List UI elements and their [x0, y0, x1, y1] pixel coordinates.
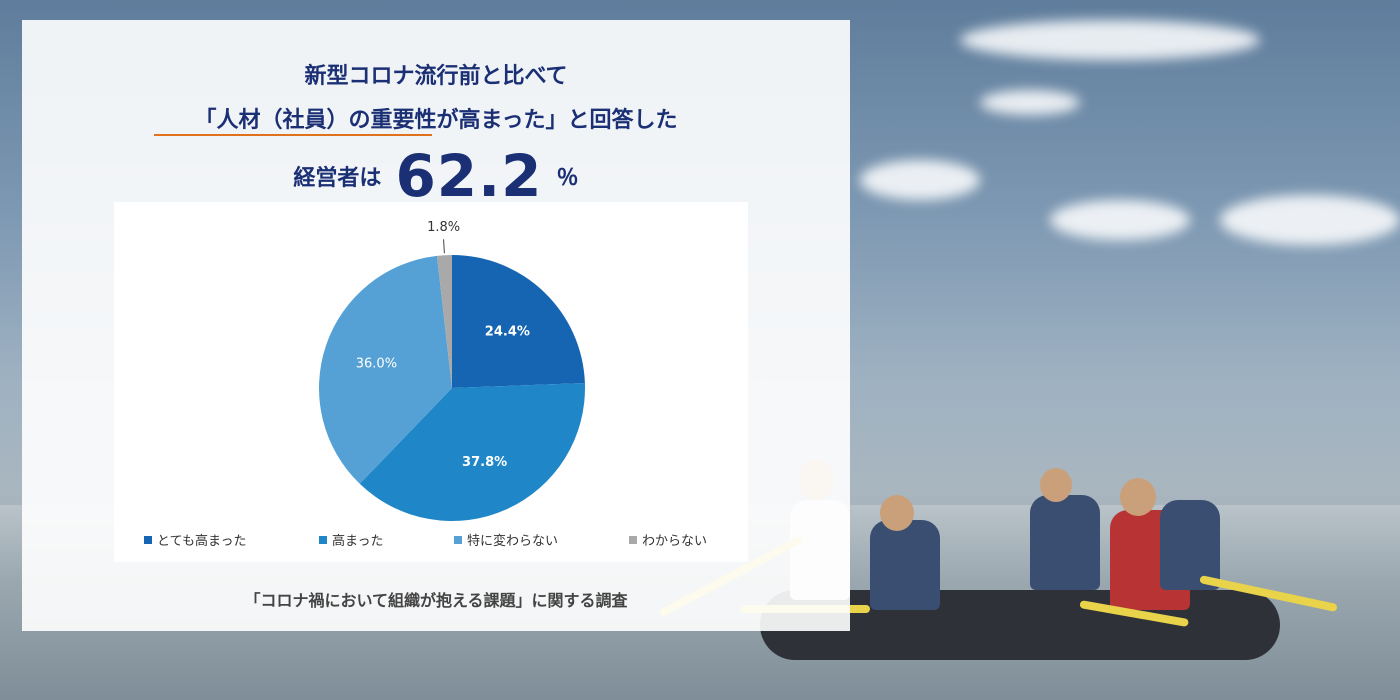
- legend-swatch: [629, 535, 637, 544]
- pie-slice-1: [359, 382, 585, 521]
- cloud: [980, 90, 1080, 115]
- legend-item-2: 特に変わらない: [454, 530, 558, 549]
- survey-caption: 「コロナ禍において組織が抱える課題」に関する調査: [244, 591, 628, 610]
- slice-label-0: 24.4%: [485, 325, 530, 340]
- slice-leader-line-3: [443, 239, 445, 254]
- legend-item-0: とても高まった: [144, 530, 246, 549]
- legend-item-3: わからない: [629, 530, 707, 549]
- legend-swatch: [319, 535, 327, 544]
- pie-chart: 24.4% 37.8% 36.0% 1.8% とても高まった 高まった 特に変わらない わか…: [114, 202, 748, 562]
- slice-label-1: 37.8%: [462, 455, 507, 470]
- chart-legend: とても高まった 高まった 特に変わらない わからない: [114, 530, 748, 552]
- headline-lead: 経営者は: [293, 166, 382, 191]
- rower-head: [1040, 468, 1072, 502]
- legend-swatch: [454, 535, 462, 544]
- headline-underline: [154, 134, 432, 136]
- legend-swatch: [144, 535, 152, 544]
- legend-item-1: 高まった: [319, 530, 383, 549]
- headline-unit: ％: [556, 166, 579, 191]
- cloud: [1220, 195, 1400, 245]
- cloud: [860, 160, 980, 200]
- rower: [1160, 500, 1220, 590]
- slice-label-3: 1.8%: [427, 220, 460, 235]
- cloud: [960, 20, 1260, 60]
- headline-line-2: 「人材（社員）の重要性が高まった」と回答した: [194, 108, 678, 133]
- cloud: [1050, 200, 1190, 240]
- rower: [870, 520, 940, 610]
- legend-label: 特に変わらない: [467, 534, 559, 549]
- pie-svg: 24.4% 37.8% 36.0% 1.8%: [319, 220, 585, 521]
- rower: [1030, 495, 1100, 590]
- rower-head: [880, 495, 914, 531]
- legend-label: とても高まった: [157, 534, 247, 549]
- headline-big-value: 62.2: [395, 142, 543, 210]
- legend-label: 高まった: [332, 534, 384, 549]
- legend-label: わからない: [642, 534, 708, 549]
- slice-label-2: 36.0%: [356, 356, 397, 371]
- headline-line-3: 経営者は 62.2 ％: [22, 142, 850, 210]
- pie-slice-3: [436, 255, 452, 388]
- headline-line-1: 新型コロナ流行前と比べて: [304, 64, 568, 89]
- pie-slice-0: [452, 255, 585, 388]
- pie-slice-2: [319, 255, 452, 484]
- infographic-panel: 新型コロナ流行前と比べて 「人材（社員）の重要性が高まった」と回答した 経営者は…: [22, 20, 850, 631]
- rower-head: [1120, 478, 1156, 516]
